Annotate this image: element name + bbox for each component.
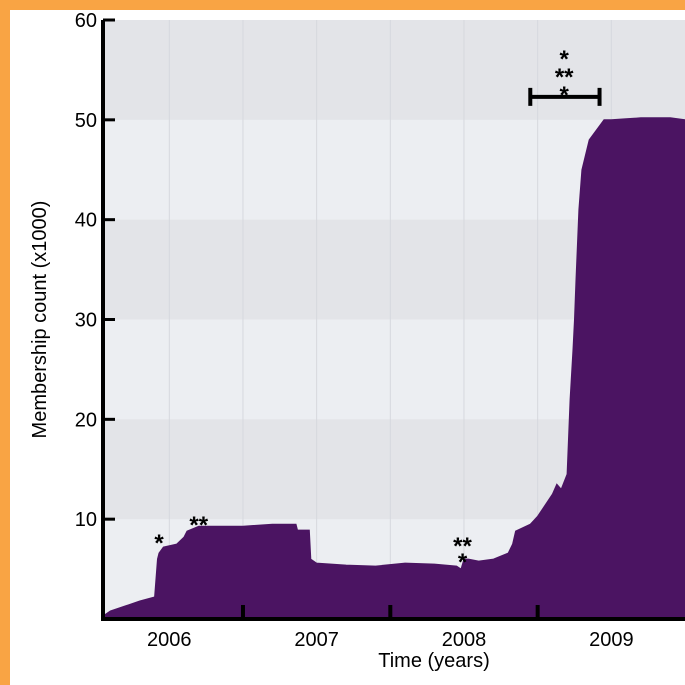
x-tick-label: 2007	[294, 629, 339, 651]
significance-stars: *	[458, 549, 468, 576]
grid-band	[103, 20, 685, 120]
significance-stars: *	[154, 530, 164, 557]
significance-stars: **	[453, 533, 472, 560]
x-tick-label: 2008	[442, 629, 487, 651]
y-tick-label: 50	[75, 110, 97, 132]
y-tick-label: 30	[75, 310, 97, 332]
y-tick-label: 20	[75, 409, 97, 431]
area-series-0	[102, 117, 685, 620]
ticks: 10 20 30 40 50 60 2006 2007 2008 2009	[75, 10, 634, 651]
area-layer	[102, 117, 685, 620]
y-tick-label: 60	[75, 10, 97, 32]
y-axis-title: Membership count (x1000)	[29, 201, 51, 439]
x-tick-label: 2006	[147, 629, 192, 651]
significance-stars: **	[189, 512, 208, 539]
y-tick-label: 40	[75, 210, 97, 232]
significance-stars: **	[555, 64, 574, 91]
x-axis-title: Time (years)	[378, 650, 489, 672]
significance-stars: *	[560, 82, 570, 109]
y-tick-label: 10	[75, 509, 97, 531]
significance-stars: *	[560, 46, 570, 73]
annotations: **********	[154, 46, 602, 576]
x-tick-label: 2009	[589, 629, 634, 651]
grid-lines	[168, 20, 612, 619]
figure-frame: 10 20 30 40 50 60 2006 2007 2008 2009 * ** ** * * ** * …	[10, 10, 685, 685]
